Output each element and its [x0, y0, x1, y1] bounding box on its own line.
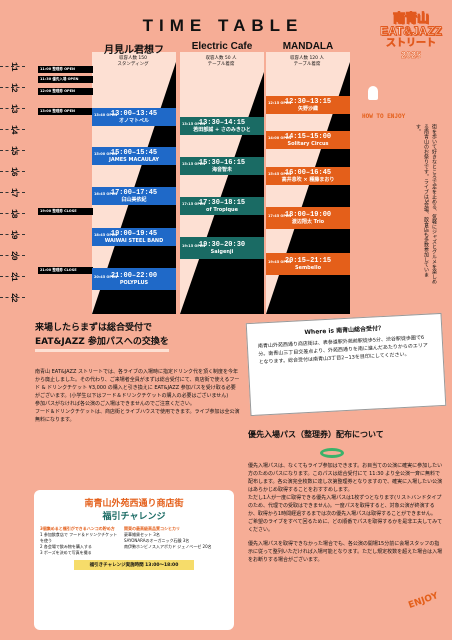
howto-text: 街を歩いて好きなところで足を止める、気軽にジャズとグルメを楽しめる南青山のお祭り… [415, 124, 437, 284]
hour-tick [0, 234, 25, 235]
performance-block[interactable]: 20:15–21:15 Sembello [266, 253, 350, 275]
performance-block[interactable]: 19:30–20:30 Saigenji [180, 237, 264, 259]
notice-bar: 19:00 整理券 CLOSE [38, 208, 93, 215]
hour-label: 11 [9, 62, 18, 72]
hour-tick [0, 87, 25, 88]
performance-block[interactable]: 16:00–16:45 高井息吹 × 種藤まおり [266, 167, 350, 185]
priority-heading: 優先入場パス（整理券）配布について [248, 430, 384, 439]
open-label: 17:45 OPEN [268, 214, 292, 218]
hour-tick [0, 276, 25, 277]
hour-tick [0, 297, 25, 298]
open-label: 16:45 OPEN [94, 192, 118, 196]
open-label: 15:00 OPEN [94, 152, 118, 156]
open-label: 19:15 OPEN [182, 244, 206, 248]
hour-label: 22 [9, 293, 18, 303]
venue-name-tsuki: 月見ル君想フ [104, 45, 164, 56]
venue-capacity: 収容人数 50 人 テーブル着席 [205, 56, 237, 67]
open-label: 14:00 OPEN [268, 136, 292, 140]
howto-title: HOW TO ENJOY [362, 113, 406, 120]
black-wedge [266, 62, 350, 314]
entry-body: 南青山 EAT&JAZZ ストリートでは、各ライブの入場時に指定ドリンク代を頂く… [35, 369, 240, 423]
performance-block[interactable]: 12:30–13:15 矢野沙織 [266, 96, 350, 114]
performance-block[interactable]: 18:00–19:00 渡辺翔太 Trio [266, 207, 350, 229]
hour-label: 12 [9, 83, 18, 93]
hour-tick [0, 129, 25, 130]
open-label: 17:15 OPEN [182, 202, 206, 206]
performance-block[interactable]: 15:00–15:45 JAMES MACAULAY [92, 147, 176, 165]
open-label: 13:15 OPEN [182, 122, 206, 126]
black-wedge [180, 72, 264, 314]
hour-tick [0, 66, 25, 67]
performance-block[interactable]: 19:00–19:45 WAIWAI STEEL BAND [92, 228, 176, 246]
hour-tick [0, 108, 25, 109]
hour-label: 15 [9, 146, 18, 156]
stamp-howto: 3個集めると福引ができるハンコの貯め方 1 参加飲食店で フード＆ドリンクチケッ… [40, 526, 118, 555]
performance-block[interactable]: 14:15–15:00 Solitary Circus [266, 131, 350, 149]
open-label: 20:45 OPEN [94, 275, 118, 279]
page-title: TIME TABLE [142, 16, 304, 35]
priority-body: 優先入場パスは、なくてもライブ参加はできます。お目当ての公演に確実に参加したい方… [248, 463, 443, 563]
performance-block[interactable]: 13:00–13:45 オノマトペル [92, 108, 176, 126]
raffle-flyer: 南青山外苑西通り商店街 福引チャレンジ 3個集めると福引ができるハンコの貯め方 … [34, 490, 234, 630]
hour-label: 19 [9, 230, 18, 240]
performance-block[interactable]: 13:30–14:15 若田部誠 + さのみきひと [180, 117, 264, 135]
venue-name-electric: Electric Cafe [191, 41, 253, 52]
raffle-hours: 福引きチャレンジ実施時間 13:00〜18:00 [74, 560, 194, 570]
prize-list: 関東の最高級高品質コシヒカリ 豪華雑貨セット 3名 SAYONARAのオーガニッ… [124, 526, 212, 549]
open-label: 13:40 OPEN [94, 113, 118, 117]
event-logo: 南青山 EAT&JAZZ ストリート 2025 [380, 11, 443, 60]
venue-capacity: 収容人数 120 人 テーブル着席 [290, 56, 324, 67]
enjoy-stamp: ENJOY [407, 591, 440, 611]
hour-tick [0, 171, 25, 172]
wristband-icon [320, 448, 344, 458]
hour-label: 17 [9, 188, 18, 198]
entry-heading-1: 来場したらまずは総合受付で [35, 323, 153, 333]
hour-tick [0, 255, 25, 256]
performance-block[interactable]: 15:30–16:15 海音智未 [180, 157, 264, 175]
venue-capacity: 収容人数 150 スタンディング [117, 56, 149, 67]
entry-heading-2: EAT&JAZZ 参加パスへの交換を [35, 336, 169, 352]
notice-bar: 11:00 整理券 OPEN [38, 66, 93, 73]
hour-label: 18 [9, 209, 18, 219]
hour-label: 21 [9, 272, 18, 282]
hour-tick [0, 192, 25, 193]
notice-bar: 21:00 整理券 CLOSE [38, 267, 93, 274]
notice-bar: 12:00 整理券 OPEN [38, 88, 93, 95]
open-label: 15:15 OPEN [182, 162, 206, 166]
performance-block[interactable]: 17:30–18:15 of Tropique [180, 197, 264, 215]
where-card: Where is 南青山総合受付？ 南青山外苑西通り商店街は、表参道駅外苑前駅徒… [245, 312, 447, 417]
hour-label: 13 [9, 104, 18, 114]
notice-bar: 11:30 優先入場 OPEN [38, 76, 93, 83]
performance-block[interactable]: 17:00–17:45 臼山美依紀 [92, 187, 176, 205]
open-label: 12:15 OPEN [268, 101, 292, 105]
venue-name-mandala: MANDALA [282, 41, 334, 52]
hour-label: 20 [9, 251, 18, 261]
performance-block[interactable]: 21:00–22:00 POLYPLUS [92, 268, 176, 290]
open-label: 19:45 OPEN [268, 260, 292, 264]
hour-tick [0, 213, 25, 214]
hour-tick [0, 150, 25, 151]
hour-label: 14 [9, 125, 18, 135]
lightbulb-icon [368, 86, 378, 100]
open-label: 15:45 OPEN [268, 172, 292, 176]
notice-bar: 13:00 整理券 OPEN [38, 108, 93, 115]
hour-label: 16 [9, 167, 18, 177]
open-label: 18:45 OPEN [94, 233, 118, 237]
